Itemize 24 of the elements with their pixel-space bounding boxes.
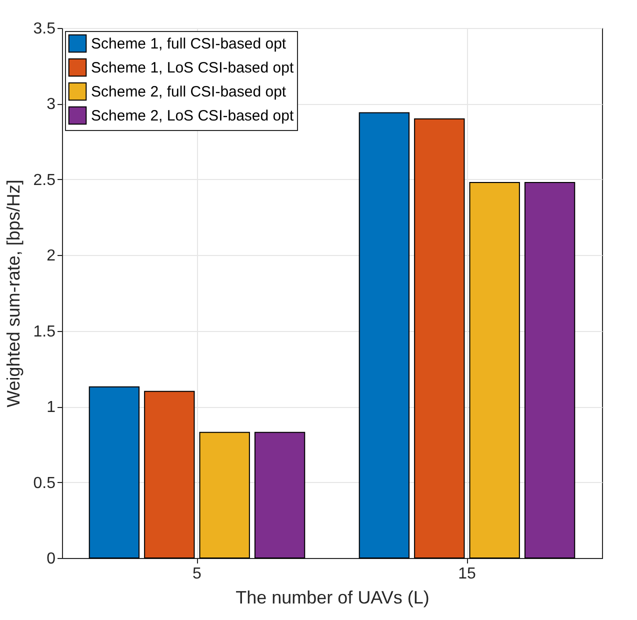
bar [524, 182, 576, 558]
y-tick-label: 2.5 [33, 172, 56, 189]
legend-label: Scheme 1, LoS CSI-based opt [91, 60, 294, 76]
bar [199, 432, 250, 558]
y-axis-title: Weighted sum-rate, [bps/Hz] [3, 180, 24, 408]
bar [88, 386, 140, 558]
y-tick-label: 1 [46, 399, 56, 416]
y-tick-label: 3.5 [33, 20, 56, 38]
y-tick-label: 0.5 [33, 474, 56, 492]
bar [469, 182, 520, 558]
y-tick-label: 0 [46, 550, 56, 568]
y-tick-label: 1.5 [33, 323, 56, 340]
x-tick-label: 5 [192, 566, 202, 582]
bar [358, 112, 410, 558]
x-axis-title: The number of UAVs (L) [236, 588, 430, 608]
x-tick-label: 15 [458, 566, 476, 582]
legend-label: Scheme 2, full CSI-based opt [91, 84, 287, 100]
legend-label: Scheme 2, LoS CSI-based opt [91, 108, 294, 124]
y-tick-label: 2 [46, 248, 56, 265]
legend-label: Scheme 1, full CSI-based opt [91, 36, 287, 52]
y-tick-label: 3 [46, 96, 56, 114]
bar [414, 118, 465, 558]
bar [254, 432, 306, 558]
bar [144, 390, 195, 558]
